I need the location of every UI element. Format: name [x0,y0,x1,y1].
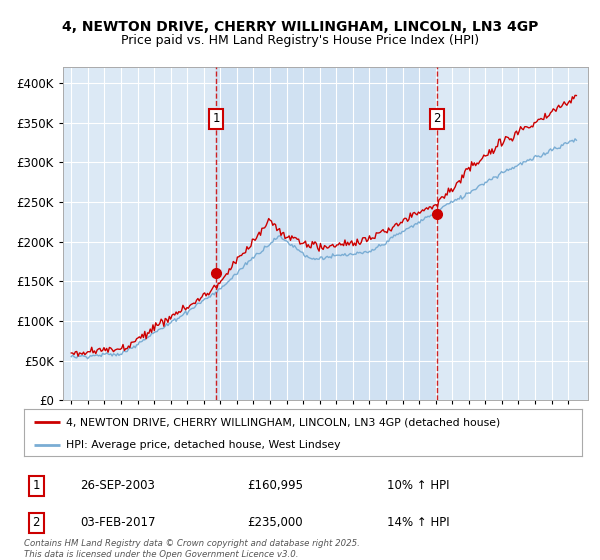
Text: £235,000: £235,000 [247,516,303,529]
Text: 26-SEP-2003: 26-SEP-2003 [80,479,155,492]
Text: 4, NEWTON DRIVE, CHERRY WILLINGHAM, LINCOLN, LN3 4GP (detached house): 4, NEWTON DRIVE, CHERRY WILLINGHAM, LINC… [66,417,500,427]
Text: 03-FEB-2017: 03-FEB-2017 [80,516,155,529]
Text: 1: 1 [32,479,40,492]
Text: Contains HM Land Registry data © Crown copyright and database right 2025.
This d: Contains HM Land Registry data © Crown c… [24,539,360,559]
Bar [216,67,437,400]
Text: 10% ↑ HPI: 10% ↑ HPI [387,479,449,492]
Text: HPI: Average price, detached house, West Lindsey: HPI: Average price, detached house, West… [66,440,340,450]
Text: 4, NEWTON DRIVE, CHERRY WILLINGHAM, LINCOLN, LN3 4GP: 4, NEWTON DRIVE, CHERRY WILLINGHAM, LINC… [62,20,538,34]
Text: £160,995: £160,995 [247,479,303,492]
Text: Price paid vs. HM Land Registry's House Price Index (HPI): Price paid vs. HM Land Registry's House … [121,34,479,46]
Text: 2: 2 [433,112,441,125]
Text: 14% ↑ HPI: 14% ↑ HPI [387,516,449,529]
Text: 2: 2 [32,516,40,529]
Text: 1: 1 [212,112,220,125]
